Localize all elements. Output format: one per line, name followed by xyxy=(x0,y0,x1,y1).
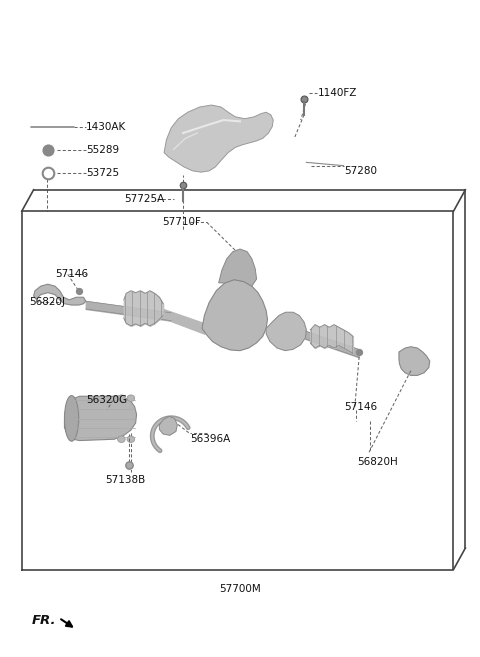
Text: 57710F: 57710F xyxy=(162,217,201,227)
Polygon shape xyxy=(159,417,178,436)
Text: 56396A: 56396A xyxy=(190,434,230,444)
Text: 55289: 55289 xyxy=(86,145,119,155)
Polygon shape xyxy=(266,312,306,351)
Polygon shape xyxy=(164,105,273,172)
Ellipse shape xyxy=(127,436,135,443)
Text: 57700M: 57700M xyxy=(219,584,261,594)
Text: 1430AK: 1430AK xyxy=(86,122,126,131)
Polygon shape xyxy=(64,396,137,441)
Point xyxy=(355,347,362,357)
Text: 57725A: 57725A xyxy=(124,194,164,204)
Text: 56820J: 56820J xyxy=(29,298,65,307)
Polygon shape xyxy=(34,284,86,305)
Text: 57138B: 57138B xyxy=(105,474,145,485)
Text: 57146: 57146 xyxy=(344,401,377,412)
Polygon shape xyxy=(399,347,430,375)
Ellipse shape xyxy=(118,395,125,401)
Text: 57280: 57280 xyxy=(344,166,377,176)
Text: FR.: FR. xyxy=(32,614,57,627)
Point xyxy=(75,285,83,296)
Text: 57146: 57146 xyxy=(55,269,88,279)
Text: 1140FZ: 1140FZ xyxy=(318,87,358,98)
Point xyxy=(44,145,52,155)
Polygon shape xyxy=(202,280,267,351)
Text: 56820H: 56820H xyxy=(358,457,398,467)
Text: 53725: 53725 xyxy=(86,168,119,179)
Point xyxy=(44,168,52,179)
Point xyxy=(300,93,308,104)
Polygon shape xyxy=(219,249,257,286)
Point xyxy=(179,180,187,191)
Ellipse shape xyxy=(64,396,79,442)
Ellipse shape xyxy=(127,395,135,401)
Point xyxy=(125,460,132,470)
Ellipse shape xyxy=(118,436,125,443)
Text: 56320G: 56320G xyxy=(86,395,127,405)
